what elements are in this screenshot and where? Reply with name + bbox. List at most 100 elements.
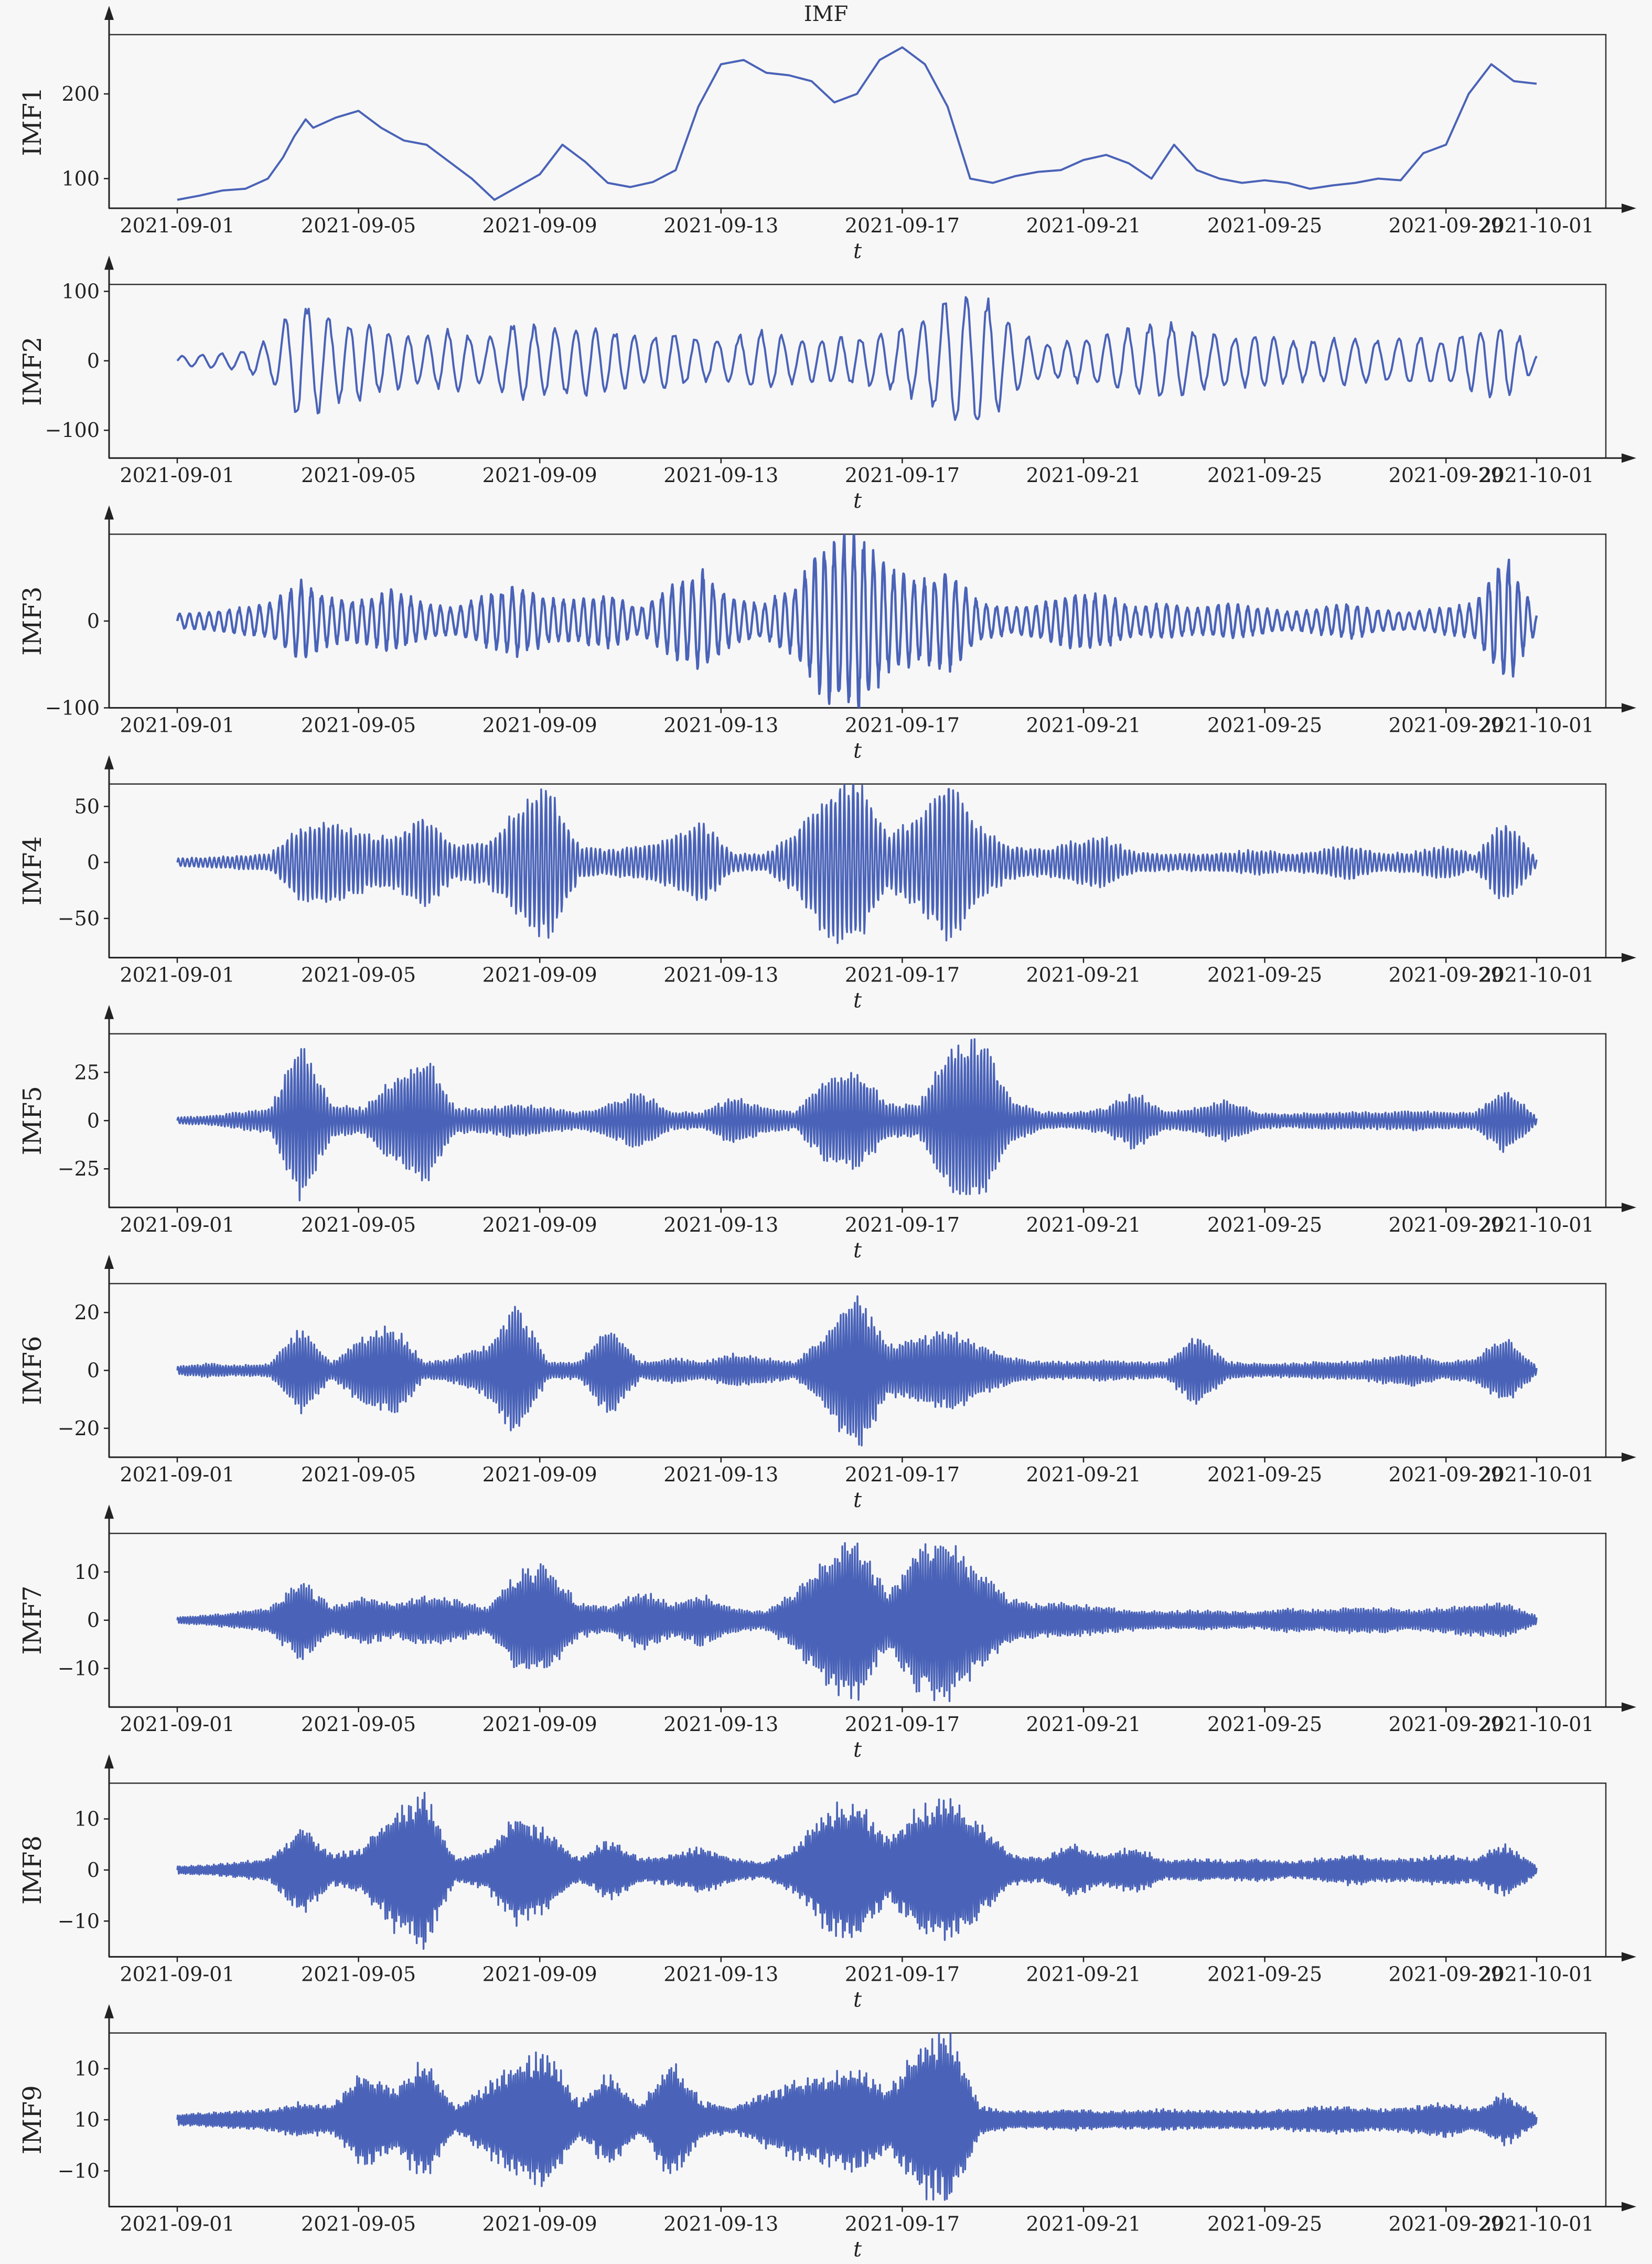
x-tick-label: 2021-09-09 <box>482 2213 597 2236</box>
series-line-imf5 <box>176 1038 1538 1202</box>
x-tick-label: 2021-09-25 <box>1207 464 1322 487</box>
x-tick-label: 2021-09-01 <box>120 1463 234 1486</box>
y-tick-label: 0 <box>87 1609 100 1632</box>
x-tick-label: 2021-09-25 <box>1207 1962 1322 1985</box>
x-tick-label: 2021-09-17 <box>845 214 960 237</box>
x-tick-label: 2021-10-01 <box>1479 1463 1594 1486</box>
subplot-imf4: 2021-09-01 2021-09-05 2021-09-09 2021-09-13… <box>18 755 1636 1013</box>
series-line-imf1 <box>177 46 1537 201</box>
subplot-imf7: 2021-09-01 2021-09-05 2021-09-09 2021-09-13… <box>18 1504 1636 1762</box>
x-tick-label: 2021-09-21 <box>1026 464 1141 487</box>
x-tick-label: 2021-09-29 <box>1389 1962 1504 1985</box>
x-tick-label: 2021-09-21 <box>1026 1962 1141 1985</box>
x-tick-label: 2021-09-13 <box>663 214 778 237</box>
x-axis-label: t <box>853 1738 862 1762</box>
x-axis-label: t <box>853 1488 862 1512</box>
x-tick-label: 2021-10-01 <box>1479 2213 1594 2236</box>
x-tick-label: 2021-09-17 <box>845 1213 960 1236</box>
subplot-imf1: 2021-09-01 2021-09-05 2021-09-09 2021-09-13… <box>18 6 1636 263</box>
y-tick-label: 20 <box>74 1301 100 1324</box>
x-tick-label: 2021-09-01 <box>120 2213 234 2236</box>
y-tick-label: 0 <box>87 1859 100 1882</box>
subplot-imf6: 2021-09-01 2021-09-05 2021-09-09 2021-09-13… <box>18 1255 1636 1512</box>
x-tick-label: 2021-09-17 <box>845 713 960 736</box>
x-tick-label: 2021-09-29 <box>1389 964 1504 987</box>
y-tick-label: −100 <box>45 696 100 719</box>
y-axis-label: IMF9 <box>18 2085 47 2154</box>
y-tick-label: −10 <box>58 2159 100 2182</box>
x-tick-label: 2021-10-01 <box>1479 464 1594 487</box>
y-axis-label: IMF7 <box>18 1586 47 1655</box>
x-tick-label: 2021-09-13 <box>663 1463 778 1486</box>
x-tick-label: 2021-09-17 <box>845 2213 960 2236</box>
series-line-imf9 <box>176 2033 1538 2201</box>
x-tick-label: 2021-09-05 <box>301 464 416 487</box>
x-tick-label: 2021-09-29 <box>1389 214 1504 237</box>
y-tick-label: −100 <box>45 419 100 442</box>
y-axis-arrow <box>104 1255 114 1269</box>
x-axis-label: t <box>853 989 862 1013</box>
x-tick-label: 2021-09-09 <box>482 1962 597 1985</box>
y-tick-label: 10 <box>74 1808 100 1831</box>
y-tick-label: 0 <box>87 610 100 633</box>
x-tick-label: 2021-09-29 <box>1389 464 1504 487</box>
x-axis-label: t <box>853 239 862 263</box>
x-axis-arrow <box>1622 953 1636 963</box>
x-tick-label: 2021-09-13 <box>663 964 778 987</box>
plot-frame <box>108 283 1607 459</box>
y-tick-label: −10 <box>58 1657 100 1680</box>
y-tick-label: −10 <box>58 1909 100 1932</box>
x-tick-label: 2021-10-01 <box>1479 1713 1594 1736</box>
x-tick-label: 2021-09-09 <box>482 964 597 987</box>
subplot-imf3: 2021-09-01 2021-09-05 2021-09-09 2021-09-13… <box>18 505 1636 763</box>
series-line-imf4 <box>176 784 1538 944</box>
x-tick-label: 2021-09-29 <box>1389 1713 1504 1736</box>
x-axis-arrow <box>1622 1702 1636 1712</box>
y-tick-label: −25 <box>58 1157 100 1180</box>
y-tick-label: 10 <box>74 1561 100 1584</box>
y-axis-label: IMF5 <box>18 1086 47 1155</box>
x-tick-label: 2021-09-05 <box>301 214 416 237</box>
x-tick-label: 2021-09-21 <box>1026 1463 1141 1486</box>
x-axis-label: t <box>853 1238 862 1263</box>
figure-title: IMF <box>803 2 849 26</box>
y-axis-arrow <box>104 1504 114 1519</box>
x-tick-label: 2021-10-01 <box>1479 1962 1594 1985</box>
x-tick-label: 2021-09-05 <box>301 964 416 987</box>
x-tick-label: 2021-09-21 <box>1026 713 1141 736</box>
x-tick-label: 2021-09-13 <box>663 1713 778 1736</box>
x-tick-label: 2021-09-05 <box>301 1962 416 1985</box>
x-axis-arrow <box>1622 453 1636 463</box>
x-tick-label: 2021-09-09 <box>482 1713 597 1736</box>
x-tick-label: 2021-10-01 <box>1479 214 1594 237</box>
x-tick-label: 2021-09-21 <box>1026 2213 1141 2236</box>
series-line-imf6 <box>176 1295 1538 1447</box>
plot-frame <box>108 34 1607 209</box>
x-tick-label: 2021-09-29 <box>1389 2213 1504 2236</box>
x-tick-label: 2021-09-17 <box>845 1962 960 1985</box>
x-tick-label: 2021-09-25 <box>1207 1713 1322 1736</box>
x-tick-label: 2021-09-13 <box>663 464 778 487</box>
x-tick-label: 2021-09-29 <box>1389 1463 1504 1486</box>
x-axis-arrow <box>1622 1202 1636 1212</box>
y-axis-label: IMF3 <box>18 586 47 656</box>
x-tick-label: 2021-10-01 <box>1479 964 1594 987</box>
x-tick-label: 2021-09-09 <box>482 1463 597 1486</box>
x-tick-label: 2021-09-05 <box>301 713 416 736</box>
series-line-imf2 <box>176 296 1538 421</box>
x-axis-arrow <box>1622 2202 1636 2212</box>
x-tick-label: 2021-09-25 <box>1207 713 1322 736</box>
x-tick-label: 2021-09-21 <box>1026 1713 1141 1736</box>
x-tick-label: 2021-09-01 <box>120 1962 234 1985</box>
x-tick-label: 2021-09-25 <box>1207 964 1322 987</box>
y-tick-label: 100 <box>61 167 100 190</box>
subplot-imf5: 2021-09-01 2021-09-05 2021-09-09 2021-09-13… <box>18 1005 1636 1263</box>
x-tick-label: 2021-09-25 <box>1207 1213 1322 1236</box>
x-tick-label: 2021-09-09 <box>482 713 597 736</box>
x-tick-label: 2021-09-21 <box>1026 1213 1141 1236</box>
series-line-imf8 <box>176 1791 1538 1950</box>
x-tick-label: 2021-10-01 <box>1479 1213 1594 1236</box>
y-tick-label: 50 <box>74 795 100 818</box>
x-axis-arrow <box>1622 1453 1636 1462</box>
subplot-imf2: 2021-09-01 2021-09-05 2021-09-09 2021-09-13… <box>18 255 1636 513</box>
